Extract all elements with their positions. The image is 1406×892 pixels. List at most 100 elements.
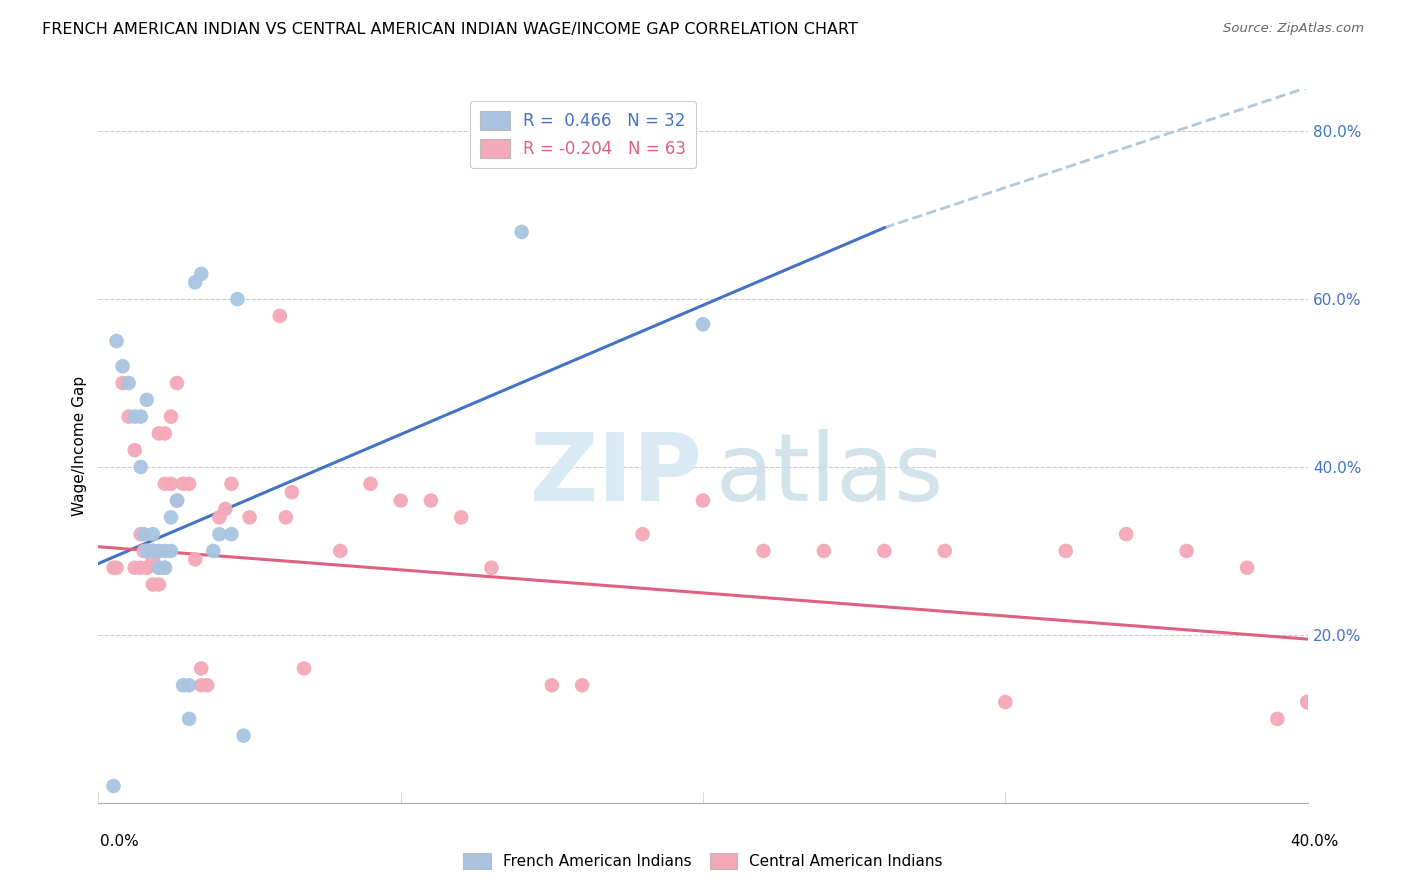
Point (221, 476, 243, 491)
Point (540, 678, 562, 692)
Point (160, 409, 183, 424)
Point (142, 544, 165, 558)
Point (692, 318, 714, 332)
Point (631, 527, 654, 541)
Point (153, 544, 176, 558)
Point (129, 527, 152, 541)
Point (132, 544, 155, 558)
Point (184, 275, 207, 289)
Point (1296, 695, 1319, 709)
Point (129, 460, 152, 475)
Point (153, 560, 176, 574)
Point (129, 560, 152, 574)
Point (481, 560, 503, 574)
Point (142, 552, 165, 566)
Point (153, 560, 176, 574)
Point (148, 426, 170, 441)
Point (190, 678, 212, 692)
Legend: R =  0.466   N = 32, R = -0.204   N = 63: R = 0.466 N = 32, R = -0.204 N = 63 (470, 101, 696, 168)
Point (571, 678, 593, 692)
Point (179, 476, 201, 491)
Point (153, 476, 176, 491)
Legend: French American Indians, Central American Indians: French American Indians, Central America… (457, 847, 949, 875)
Point (160, 476, 183, 491)
Point (450, 510, 472, 524)
Point (195, 678, 218, 692)
Point (160, 510, 183, 524)
Point (124, 443, 146, 458)
Point (172, 678, 194, 692)
Text: ZIP: ZIP (530, 428, 703, 521)
Point (752, 544, 775, 558)
Point (103, 779, 125, 793)
Point (166, 493, 188, 508)
Point (148, 577, 170, 591)
Point (184, 552, 207, 566)
Point (934, 544, 956, 558)
Point (172, 476, 194, 491)
Point (105, 334, 128, 348)
Point (142, 577, 165, 591)
Point (281, 485, 304, 500)
Point (360, 476, 382, 491)
Point (1115, 527, 1137, 541)
Point (105, 560, 128, 574)
Point (148, 560, 170, 574)
Point (142, 527, 165, 541)
Point (135, 560, 157, 574)
Point (129, 409, 152, 424)
Text: atlas: atlas (716, 428, 943, 521)
Point (202, 544, 225, 558)
Point (190, 267, 212, 281)
Text: 0.0%: 0.0% (100, 834, 139, 849)
Point (1175, 544, 1198, 558)
Point (1267, 712, 1289, 726)
Point (166, 376, 188, 390)
Point (813, 544, 835, 558)
Point (148, 560, 170, 574)
Point (214, 502, 236, 516)
Point (148, 544, 170, 558)
Point (135, 544, 157, 558)
Point (226, 292, 249, 306)
Point (124, 409, 146, 424)
Point (510, 225, 533, 239)
Text: Source: ZipAtlas.com: Source: ZipAtlas.com (1223, 22, 1364, 36)
Point (142, 544, 165, 558)
Point (208, 527, 231, 541)
Point (994, 695, 1017, 709)
Point (111, 376, 134, 390)
Point (142, 544, 165, 558)
Point (274, 510, 297, 524)
Point (873, 544, 896, 558)
Point (135, 560, 157, 574)
Point (132, 527, 155, 541)
Point (1236, 560, 1258, 574)
Point (1054, 544, 1077, 558)
Point (292, 661, 315, 675)
Text: 40.0%: 40.0% (1291, 834, 1339, 849)
Point (111, 359, 134, 374)
Point (135, 544, 157, 558)
Point (389, 493, 412, 508)
Point (103, 560, 125, 574)
Point (135, 544, 157, 558)
Point (153, 426, 176, 441)
Y-axis label: Wage/Income Gap: Wage/Income Gap (72, 376, 87, 516)
Point (1296, 695, 1319, 709)
Point (208, 510, 231, 524)
Point (118, 409, 141, 424)
Point (190, 661, 212, 675)
Point (269, 309, 291, 323)
Point (135, 392, 157, 407)
Point (118, 376, 141, 390)
Point (179, 678, 201, 692)
Point (124, 560, 146, 574)
Point (239, 510, 262, 524)
Point (420, 493, 443, 508)
Point (329, 544, 352, 558)
Point (221, 527, 243, 541)
Point (692, 493, 714, 508)
Point (232, 729, 254, 743)
Text: FRENCH AMERICAN INDIAN VS CENTRAL AMERICAN INDIAN WAGE/INCOME GAP CORRELATION CH: FRENCH AMERICAN INDIAN VS CENTRAL AMERIC… (42, 22, 858, 37)
